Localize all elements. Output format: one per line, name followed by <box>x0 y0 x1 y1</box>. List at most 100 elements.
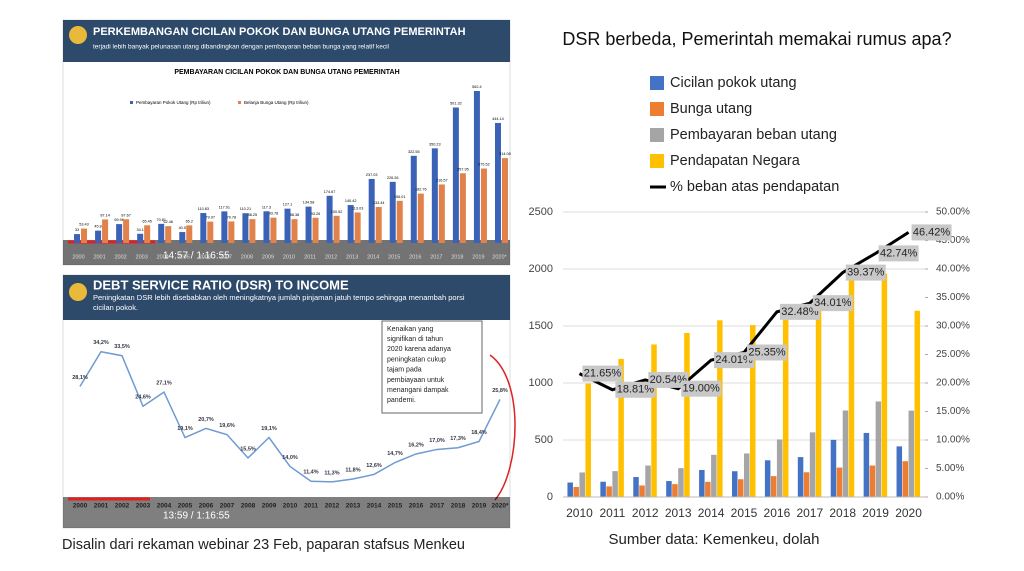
annotation-line: pandemi. <box>387 397 416 404</box>
bar <box>347 205 354 243</box>
bar <box>600 481 606 497</box>
x-tick-label: 2006 <box>199 503 214 510</box>
bar <box>480 168 487 243</box>
bar <box>573 486 579 497</box>
data-label: 33,5% <box>114 344 130 350</box>
data-label: 79.07 <box>206 216 216 220</box>
data-label: 257.95 <box>457 167 469 171</box>
x-tick-label: 2020* <box>492 503 509 510</box>
bar <box>95 230 102 243</box>
data-label: 27,1% <box>156 381 172 387</box>
bar <box>263 211 270 243</box>
bar <box>396 200 403 243</box>
bar <box>645 465 651 497</box>
bar <box>494 122 501 243</box>
data-label: 133.44 <box>373 201 385 205</box>
x-tick-label: 2017 <box>796 506 823 520</box>
bar <box>200 213 207 243</box>
y-tick-label: 2000 <box>529 263 553 275</box>
data-label: 70.81 <box>156 218 166 222</box>
data-label-box <box>648 371 689 388</box>
chart-title: PEMBAYARAN CICILAN POKOK DAN BUNGA UTANG… <box>174 69 399 76</box>
legend-label: Pembayaran Pokok Utang (Rp triliun) <box>136 100 211 105</box>
y-tick-label: 0 <box>547 491 553 503</box>
y-tick-label: 500 <box>535 434 553 446</box>
data-label: 226.26 <box>387 176 399 180</box>
data-label: 16,2% <box>408 442 424 448</box>
bar <box>228 221 235 243</box>
legend-label: Cicilan pokok utang <box>670 75 797 91</box>
data-label: 25.35% <box>748 346 786 358</box>
x-tick-label: 2016 <box>409 503 424 510</box>
bar <box>815 307 822 497</box>
line <box>79 350 501 483</box>
bar <box>179 232 186 243</box>
bar <box>896 446 903 497</box>
annotation-line: Kenaikan yang <box>387 326 433 333</box>
bar <box>902 461 909 497</box>
data-label: 11,8% <box>345 467 360 473</box>
data-label: 17,3% <box>450 436 466 442</box>
bar <box>158 223 165 243</box>
data-label: 87.67 <box>121 213 131 217</box>
data-label: 93.78 <box>269 212 279 216</box>
bar <box>438 184 445 243</box>
bar <box>501 158 508 243</box>
x-tick-label: 2004 <box>157 503 172 510</box>
data-label: 65.45 <box>142 219 152 223</box>
x-tick-label: 2010 <box>283 254 295 260</box>
y-tick-label: 1500 <box>529 320 553 332</box>
caption: Disalin dari rekaman webinar 23 Feb, pap… <box>62 537 465 553</box>
data-label: 39.37% <box>847 266 885 278</box>
data-label: 46.42% <box>913 226 951 238</box>
legend-swatch <box>650 76 664 90</box>
bar <box>123 219 130 243</box>
data-label: 110.83 <box>198 207 209 211</box>
y2-tick-label: 20.00% <box>936 378 970 389</box>
data-label: 562.4 <box>472 85 482 89</box>
data-label: 314.08 <box>499 152 511 156</box>
bar <box>585 383 591 497</box>
x-tick-label: 2020* <box>492 254 507 260</box>
legend-swatch <box>650 102 664 116</box>
slide-heading: PERKEMBANGAN CICILAN POKOK DAN BUNGA UTA… <box>93 26 466 38</box>
data-label: 19,6% <box>219 423 235 429</box>
bar <box>612 471 618 497</box>
legend-swatch <box>650 128 664 142</box>
data-label-box <box>714 352 755 369</box>
data-label: 28,1% <box>72 375 88 381</box>
x-tick-label: 2001 <box>93 254 105 260</box>
data-label: 134.58 <box>303 201 315 205</box>
data-label: 34.01% <box>814 297 852 309</box>
data-label: 216.57 <box>436 178 448 182</box>
data-label: 88.25 <box>248 213 258 217</box>
annotation-line: menangani dampak <box>387 387 449 394</box>
annotation-line: 2020 karena adanya <box>387 346 451 353</box>
annotation-line: tajam pada <box>387 367 422 374</box>
x-tick-label: 2010 <box>283 503 298 510</box>
data-label-box <box>779 303 820 320</box>
data-label: 11,3% <box>324 470 339 476</box>
source: Sumber data: Kemenkeu, dolah <box>609 531 820 548</box>
x-tick-label: 2000 <box>73 503 88 510</box>
x-tick-label: 2014 <box>367 503 382 510</box>
video-controls[interactable] <box>63 497 510 528</box>
bar <box>678 468 684 497</box>
y2-tick-label: 5.00% <box>936 463 964 474</box>
bar <box>312 217 319 243</box>
data-label: 87.14 <box>100 213 110 217</box>
bar <box>102 219 109 243</box>
legend-label: Pendapatan Negara <box>670 153 801 169</box>
bar <box>618 358 624 497</box>
bar <box>639 485 645 497</box>
video-controls[interactable] <box>63 240 510 265</box>
bar <box>809 432 816 497</box>
data-label: 100.52 <box>331 210 343 214</box>
bar <box>666 481 672 497</box>
data-label: 11,4% <box>303 470 318 476</box>
bar <box>74 234 81 243</box>
x-tick-label: 2008 <box>241 254 253 260</box>
x-tick-label: 2011 <box>304 503 318 510</box>
x-tick-label: 2002 <box>115 503 130 510</box>
bar <box>651 344 657 497</box>
